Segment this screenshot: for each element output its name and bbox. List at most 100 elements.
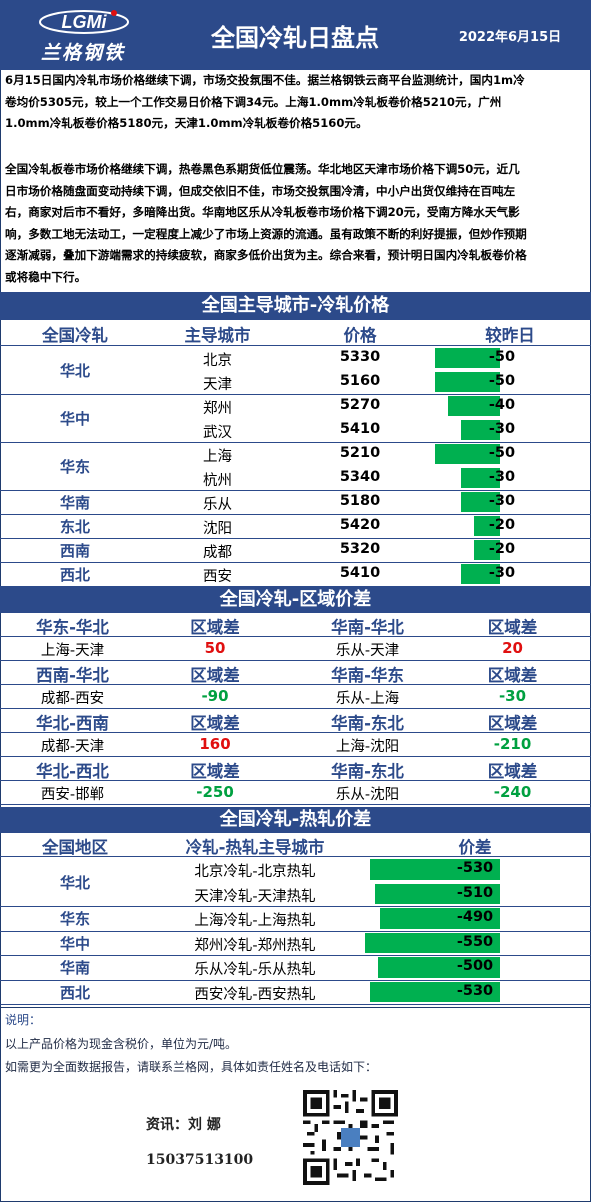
- row-divider: [0, 856, 591, 857]
- change-value: -50: [488, 445, 516, 461]
- price-value: 5180: [339, 493, 381, 509]
- city-pair: 乐从-上海: [335, 691, 400, 707]
- price-value: 5330: [339, 349, 381, 365]
- region-label: 西南: [59, 542, 90, 560]
- row-divider: [0, 586, 591, 587]
- summary-line: 或将稳中下行。: [5, 269, 87, 284]
- price-value: 5340: [339, 469, 381, 485]
- row-divider: [0, 979, 591, 981]
- change-bar: [461, 420, 500, 440]
- city-pair: 成都-天津: [40, 739, 105, 755]
- change-bar: [474, 540, 500, 560]
- summary-line: 日市场价格随盘面变动持续下调，但成交依旧不佳，市场交投氛围冷清，中小户出货仅维持…: [5, 183, 516, 198]
- change-bar: [435, 444, 500, 464]
- region-pair-title: 华南-东北: [331, 714, 404, 733]
- summary-line: 响，多数工地无法动工，一定程度上减少了市场上资源的流通。虽有政策不断的利好提振，…: [5, 226, 527, 241]
- col-header-area: 全国地区: [42, 838, 108, 857]
- price-value: 5420: [339, 517, 381, 533]
- row-divider: [0, 906, 591, 907]
- spread-bar: [375, 883, 500, 904]
- region-pair-title: 华东-华北: [36, 618, 109, 637]
- price-value: 5410: [339, 421, 381, 437]
- col-header-region: 全国冷轧: [42, 326, 108, 345]
- diff-value: -30: [498, 687, 527, 705]
- section-diff-title: 全国冷轧-区域价差: [0, 587, 591, 613]
- lgmi-logo-icon: LGMi: [39, 10, 129, 34]
- summary-line: 全国冷轧板卷市场价格继续下调，热卷黑色系期货低位震荡。华北地区天津市场价格下调5…: [5, 162, 520, 176]
- brand-name: 兰格钢铁: [40, 42, 125, 64]
- row-divider: [0, 442, 591, 443]
- change-bar: [435, 372, 500, 392]
- summary-line: 1.0mm冷轧板卷价格5180元，天津1.0mm冷轧板卷价格5160元。: [5, 116, 368, 130]
- diff-label: 区域差: [487, 714, 538, 733]
- city-name: 沈阳: [203, 521, 232, 537]
- row-divider: [0, 394, 591, 395]
- diff-label: 区域差: [190, 714, 240, 733]
- change-value: -50: [488, 349, 516, 365]
- contact-phone: 15037513100: [146, 1152, 254, 1168]
- brand-logo: LGMi 兰格钢铁: [28, 8, 138, 64]
- city-pair: 乐从-天津: [335, 643, 400, 659]
- row-divider: [0, 780, 591, 781]
- spread-value: -490: [456, 909, 494, 925]
- city-pair: 西安-邯郸: [40, 787, 105, 803]
- report-date: 2022年6月15日: [458, 30, 562, 45]
- diff-label: 区域差: [190, 618, 240, 637]
- city-name: 武汉: [203, 425, 232, 441]
- city-pair: 上海-沈阳: [335, 739, 400, 755]
- spread-value: -530: [456, 860, 494, 876]
- change-bar: [461, 492, 500, 512]
- change-value: -30: [488, 421, 516, 437]
- diff-label: 区域差: [487, 762, 538, 781]
- diff-label: 区域差: [190, 666, 240, 685]
- diff-value: 50: [204, 639, 226, 657]
- city-pair: 乐从-沈阳: [335, 787, 400, 803]
- notes-line-2: 如需更为全面数据报告，请联系兰格网，具体如责任姓名及电话如下：: [5, 1060, 378, 1074]
- diff-value: -250: [196, 783, 234, 801]
- price-value: 5160: [339, 373, 381, 389]
- report-header: LGMi 兰格钢铁 全国冷轧日盘点 2022年6月15日: [0, 0, 591, 70]
- region-label: 华东: [59, 458, 90, 476]
- price-value: 5210: [339, 445, 381, 461]
- spread-value: -500: [456, 958, 494, 974]
- city-name: 乐从: [203, 497, 232, 513]
- col-header-spread: 价差: [458, 838, 492, 857]
- city-name: 北京: [203, 353, 232, 369]
- change-value: -40: [488, 397, 516, 413]
- row-divider: [0, 684, 591, 685]
- summary-line: 卷均价5305元，较上一个工作交易日价格下调34元。上海1.0mm冷轧板卷价格5…: [5, 94, 502, 109]
- region-label: 华南: [59, 959, 90, 978]
- change-value: -30: [488, 565, 516, 581]
- city-pair: 乐从冷轧-乐从热轧: [194, 962, 316, 978]
- change-value: -30: [488, 493, 516, 509]
- col-header-price: 价格: [343, 326, 377, 345]
- region-label: 东北: [59, 518, 90, 536]
- row-divider: [0, 732, 591, 733]
- region-label: 华中: [59, 934, 90, 953]
- diff-label: 区域差: [487, 618, 538, 637]
- col-header-change: 较昨日: [485, 326, 535, 345]
- spread-value: -530: [456, 982, 494, 999]
- region-pair-title: 华南-华东: [331, 666, 404, 685]
- price-value: 5410: [339, 565, 381, 581]
- region-label: 西北: [59, 983, 90, 1002]
- row-divider: [0, 636, 591, 637]
- qr-code-icon: [303, 1090, 398, 1185]
- row-divider: [0, 955, 591, 956]
- summary-line: 6月15日国内冷轧市场价格继续下调，市场交投氛围不佳。据兰格钢铁云商平台监测统计…: [5, 73, 525, 87]
- row-divider: [0, 562, 591, 563]
- region-label: 华北: [59, 362, 90, 380]
- city-pair: 北京冷轧-北京热轧: [194, 864, 316, 880]
- change-bar: [461, 468, 500, 488]
- region-label: 华东: [59, 910, 90, 929]
- change-bar: [461, 564, 500, 584]
- notes-line-1: 以上产品价格为现金含税价，单位为元/吨。: [5, 1037, 238, 1051]
- svg-text:LGMi: LGMi: [62, 12, 108, 32]
- region-pair-title: 华南-东北: [331, 762, 404, 781]
- row-divider: [0, 538, 591, 539]
- city-name: 上海: [203, 449, 232, 465]
- row-divider: [0, 804, 591, 805]
- price-value: 5320: [339, 541, 381, 557]
- city-pair: 天津冷轧-天津热轧: [194, 888, 316, 905]
- city-name: 天津: [203, 377, 232, 393]
